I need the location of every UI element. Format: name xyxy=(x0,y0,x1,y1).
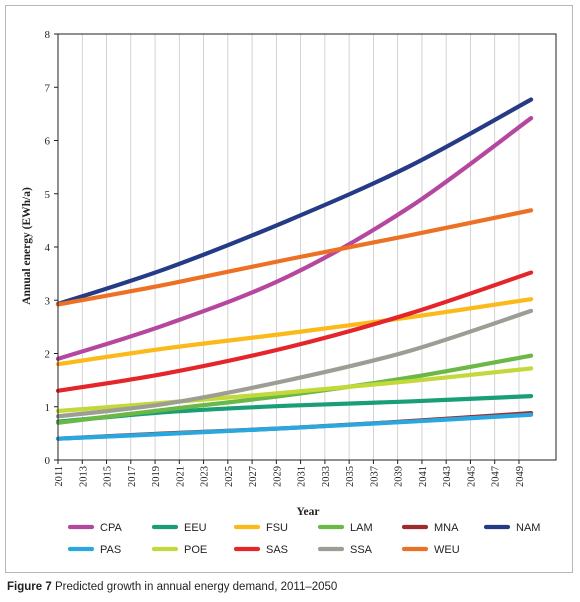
legend-item-fsu: FSU xyxy=(233,522,288,534)
legend-label: MNA xyxy=(434,522,459,534)
legend-label: POE xyxy=(184,544,207,556)
x-tick-label: 2037 xyxy=(369,466,380,487)
y-tick-label: 5 xyxy=(45,189,51,201)
x-tick-label: 2019 xyxy=(151,466,162,487)
x-tick-label: 2013 xyxy=(78,466,89,487)
series-line-lam xyxy=(55,353,534,425)
legend-item-nam: NAM xyxy=(483,522,540,534)
plot-area-border xyxy=(57,33,557,461)
figure-caption-text: Predicted growth in annual energy demand… xyxy=(54,581,338,593)
legend-item-ssa: SSA xyxy=(317,544,373,556)
x-tick-label: 2021 xyxy=(175,466,186,487)
x-tick-label: 2049 xyxy=(515,466,526,487)
legend-label: CPA xyxy=(100,522,122,534)
x-tick-label: 2045 xyxy=(466,466,477,487)
legend-item-poe: POE xyxy=(151,544,207,556)
x-tick-label: 2039 xyxy=(394,466,405,487)
x-tick-label: 2041 xyxy=(418,466,429,487)
legend-item-mna: MNA xyxy=(401,522,459,534)
legend-label: NAM xyxy=(516,522,540,534)
x-tick-label: 2033 xyxy=(321,466,332,487)
y-tick-label: 7 xyxy=(45,82,51,94)
y-tick-label: 4 xyxy=(45,242,51,254)
legend-label: LAM xyxy=(350,522,373,534)
x-tick-label: 2031 xyxy=(297,466,308,487)
y-tick-label: 2 xyxy=(45,349,51,361)
series-line-weu xyxy=(55,208,534,307)
figure-label: Figure 7 xyxy=(7,581,52,593)
y-tick-label: 1 xyxy=(45,402,51,414)
series-layer xyxy=(55,97,534,441)
x-tick-label: 2011 xyxy=(54,466,65,487)
series-line-cpa xyxy=(55,116,534,361)
y-tick-label: 3 xyxy=(45,295,51,307)
y-tick-label: 6 xyxy=(45,136,51,148)
ticks-layer: 0 1 2 3 4 5 6 7 8 2011 2013 2015 2017 2019 2021 2023 202… xyxy=(45,29,526,487)
series-line-poe xyxy=(55,366,534,414)
legend-label: SAS xyxy=(266,544,288,556)
legend-item-weu: WEU xyxy=(401,544,460,556)
x-tick-label: 2025 xyxy=(224,466,235,487)
legend-label: PAS xyxy=(100,544,121,556)
x-tick-label: 2015 xyxy=(103,466,114,487)
legend-label: EEU xyxy=(184,522,207,534)
legend-label: FSU xyxy=(266,522,288,534)
y-tick-label: 8 xyxy=(45,29,51,41)
x-tick-label: 2023 xyxy=(200,466,211,487)
y-tick-label: 0 xyxy=(45,455,51,467)
x-tick-label: 2035 xyxy=(345,466,356,487)
x-tick-label: 2027 xyxy=(248,466,259,487)
x-axis-label: Year xyxy=(297,506,320,518)
legend-item-eeu: EEU xyxy=(151,522,207,534)
series-line-pas xyxy=(55,412,534,441)
legend: CPA EEU FSU LAM MNA NAM PAS POE SAS SSA WEU xyxy=(67,522,540,556)
x-tick-label: 2017 xyxy=(127,466,138,487)
x-tick-label: 2029 xyxy=(272,466,283,487)
y-axis-label: Annual energy (EWh/a) xyxy=(21,187,33,305)
series-line-sas xyxy=(55,270,534,393)
x-tick-label: 2043 xyxy=(442,466,453,487)
axes-layer xyxy=(57,33,557,461)
figure-caption: Figure 7 Predicted growth in annual ener… xyxy=(7,581,567,593)
series-line-fsu xyxy=(55,297,534,367)
legend-item-pas: PAS xyxy=(67,544,121,556)
series-line-nam xyxy=(55,97,534,307)
legend-item-sas: SAS xyxy=(233,544,288,556)
series-line-ssa xyxy=(55,308,534,419)
legend-label: WEU xyxy=(434,544,460,556)
legend-label: SSA xyxy=(350,544,373,556)
x-tick-label: 2047 xyxy=(491,466,502,487)
legend-item-lam: LAM xyxy=(317,522,373,534)
legend-item-cpa: CPA xyxy=(67,522,122,534)
